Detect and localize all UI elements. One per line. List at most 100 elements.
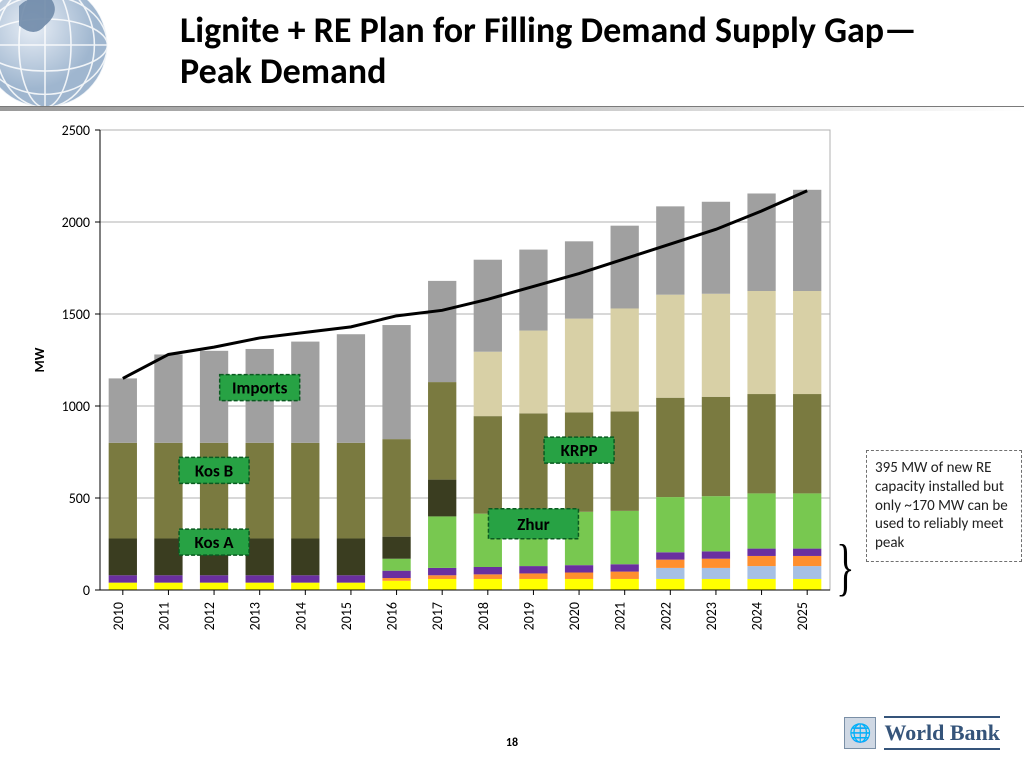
- bar-segment: [337, 538, 365, 575]
- bar-segment: [291, 583, 319, 590]
- chart-callout-label: Kos B: [195, 460, 233, 481]
- bar-segment: [428, 568, 456, 575]
- bar-segment: [656, 552, 684, 559]
- svg-text:2010: 2010: [110, 602, 127, 630]
- bar-segment: [154, 575, 182, 582]
- bar-segment: [474, 567, 502, 574]
- bar-segment: [793, 190, 821, 291]
- chart-callout-label: Kos A: [195, 532, 235, 553]
- svg-text:0: 0: [83, 582, 90, 599]
- bar-segment: [656, 398, 684, 497]
- bar-segment: [747, 566, 775, 579]
- bar-segment: [747, 291, 775, 394]
- bar-segment: [291, 443, 319, 539]
- bar-segment: [109, 378, 137, 442]
- bar-segment: [154, 583, 182, 590]
- world-bank-brand: 🌐 World Bank: [844, 716, 1000, 750]
- bar-segment: [109, 538, 137, 575]
- svg-text:1000: 1000: [62, 398, 90, 415]
- bar-segment: [611, 572, 639, 579]
- bar-segment: [656, 579, 684, 590]
- bar-segment: [747, 556, 775, 566]
- bar-segment: [428, 516, 456, 568]
- bar-segment: [519, 566, 547, 573]
- svg-text:2023: 2023: [703, 602, 720, 630]
- bar-segment: [337, 334, 365, 443]
- bar-segment: [656, 568, 684, 579]
- bar-segment: [702, 397, 730, 496]
- bar-segment: [611, 564, 639, 571]
- title-divider: [0, 106, 1024, 111]
- chart-callout-label: Imports: [232, 378, 288, 399]
- bar-segment: [702, 496, 730, 551]
- side-note-box: 395 MW of new RE capacity installed but …: [866, 450, 1022, 562]
- bar-segment: [474, 579, 502, 590]
- bar-segment: [519, 413, 547, 512]
- bar-segment: [565, 319, 593, 413]
- svg-text:2000: 2000: [62, 214, 90, 231]
- bar-segment: [565, 573, 593, 579]
- bar-segment: [611, 412, 639, 511]
- bar-segment: [382, 325, 410, 439]
- bar-segment: [337, 583, 365, 590]
- bar-segment: [200, 575, 228, 582]
- bar-segment: [565, 565, 593, 572]
- bar-segment: [793, 579, 821, 590]
- brace-icon: }: [836, 530, 854, 604]
- bar-segment: [428, 575, 456, 579]
- bar-segment: [474, 352, 502, 416]
- bar-segment: [611, 226, 639, 309]
- bar-segment: [702, 294, 730, 397]
- bar-segment: [519, 331, 547, 414]
- bar-segment: [428, 579, 456, 590]
- bar-segment: [382, 439, 410, 537]
- bar-segment: [382, 559, 410, 571]
- bar-segment: [246, 443, 274, 539]
- bar-segment: [611, 579, 639, 590]
- bar-segment: [474, 574, 502, 579]
- bar-segment: [474, 416, 502, 514]
- bar-segment: [747, 579, 775, 590]
- bar-segment: [747, 549, 775, 556]
- bar-segment: [109, 575, 137, 582]
- bar-segment: [154, 443, 182, 539]
- world-bank-logo-icon: 🌐: [844, 717, 876, 749]
- svg-text:2025: 2025: [794, 602, 811, 630]
- svg-text:2018: 2018: [475, 602, 492, 630]
- chart-callout-label: KRPP: [561, 440, 598, 461]
- svg-text:MW: MW: [31, 347, 48, 372]
- bar-segment: [565, 241, 593, 318]
- bar-segment: [519, 579, 547, 590]
- world-bank-label: World Bank: [884, 716, 1000, 750]
- bar-segment: [200, 583, 228, 590]
- bar-segment: [519, 573, 547, 579]
- bar-segment: [382, 578, 410, 581]
- bar-segment: [611, 511, 639, 564]
- bar-segment: [382, 581, 410, 590]
- bar-segment: [656, 295, 684, 398]
- bar-segment: [611, 308, 639, 411]
- svg-text:2014: 2014: [292, 602, 309, 630]
- svg-text:2020: 2020: [566, 602, 583, 630]
- bar-segment: [702, 568, 730, 579]
- bar-segment: [382, 537, 410, 559]
- bar-segment: [474, 260, 502, 352]
- svg-text:1500: 1500: [62, 306, 90, 323]
- bar-segment: [747, 493, 775, 548]
- bar-segment: [793, 549, 821, 556]
- bar-segment: [702, 551, 730, 558]
- bar-segment: [428, 382, 456, 480]
- svg-text:2022: 2022: [657, 602, 674, 630]
- svg-text:500: 500: [69, 490, 90, 507]
- bar-segment: [702, 202, 730, 294]
- bar-segment: [337, 443, 365, 539]
- bar-segment: [109, 583, 137, 590]
- bar-segment: [428, 480, 456, 517]
- svg-text:2019: 2019: [520, 602, 537, 630]
- svg-text:2016: 2016: [384, 602, 401, 630]
- bar-segment: [656, 560, 684, 568]
- bar-segment: [793, 394, 821, 493]
- svg-text:2012: 2012: [201, 602, 218, 630]
- bar-segment: [291, 538, 319, 575]
- bar-segment: [154, 354, 182, 442]
